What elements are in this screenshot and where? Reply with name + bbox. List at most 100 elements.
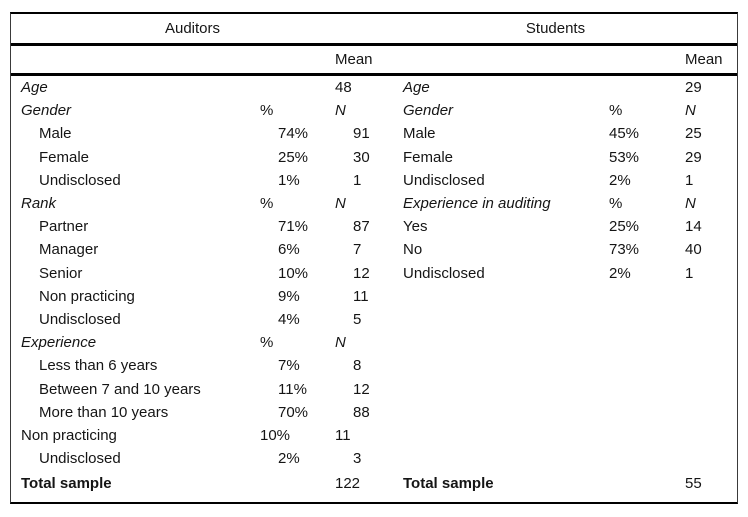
pct-cell: % [260,102,274,120]
row-label: Undisclosed [39,171,121,189]
row-label: Undisclosed [403,264,485,282]
pct-cell: 74% [278,125,309,143]
table-row: Gender % N [11,99,374,122]
table-row: Undisclosed 1% 1 [11,169,374,192]
table-row: Mean [374,46,737,73]
row-label: Male [39,125,72,143]
row-label: Yes [403,218,428,236]
pct-cell: 10% [260,426,291,444]
n-cell: 1 [685,171,694,189]
table-body: Age 48 Gender % N Male 74% 91 Female 25%… [11,76,737,502]
column-header-right: Mean [374,46,737,73]
n-cell: 48 [335,79,352,97]
pct-cell: 4% [278,310,300,328]
pct-cell: % [609,102,623,120]
n-cell: 91 [353,125,370,143]
row-label: Gender [21,102,72,120]
table-row: More than 10 years 70% 88 [11,401,374,424]
table-row: Undisclosed 2% 3 [11,447,374,470]
row-label: Less than 6 years [39,357,158,375]
n-cell: 8 [353,357,362,375]
pct-cell: 25% [278,148,309,166]
pct-cell: % [260,334,274,352]
row-label: Non practicing [39,287,135,305]
n-cell: 88 [353,403,370,421]
pct-cell: 2% [609,264,631,282]
n-cell: 29 [685,148,702,166]
table-row: Undisclosed 4% 5 [11,308,374,331]
n-cell: 1 [685,264,694,282]
table-row: Female 53% 29 [374,146,737,169]
row-label: Age [21,79,48,97]
row-label: Undisclosed [403,171,485,189]
table-row: Experience in auditing % N [374,192,737,215]
pct-cell: % [260,195,274,213]
pct-cell: % [609,195,623,213]
pct-cell: 53% [609,148,640,166]
column-header-left: Mean [11,46,374,73]
row-label: Male [403,125,436,143]
demographics-table: Auditors Students Mean Mean Age 48 [10,12,738,504]
pct-cell: 6% [278,241,300,259]
table-row: Non practicing 9% 11 [11,285,374,308]
table-row: Partner 71% 87 [11,215,374,238]
table-row: Undisclosed 2% 1 [374,262,737,285]
table-row: Rank % N [11,192,374,215]
row-label: Non practicing [21,426,117,444]
pct-cell: 70% [278,403,309,421]
row-label: Between 7 and 10 years [39,380,201,398]
table-row: Gender % N [374,99,737,122]
pct-cell: 11% [278,380,307,398]
n-cell: 11 [335,426,351,444]
group-header-auditors: Auditors [164,20,221,37]
row-label: Gender [403,102,454,120]
total-label: Total sample [21,475,112,493]
table-row: Yes 25% 14 [374,215,737,238]
table-row: No 73% 40 [374,238,737,261]
pct-cell: 25% [609,218,640,236]
n-cell: 7 [353,241,362,259]
table-row: Male 74% 91 [11,122,374,145]
total-value: 122 [335,475,361,493]
n-cell: N [335,334,346,352]
total-value: 55 [685,475,702,492]
group-header-students: Students [525,20,586,37]
n-cell: 1 [353,171,362,189]
table-row: Undisclosed 2% 1 [374,169,737,192]
row-label: More than 10 years [39,403,169,421]
table-row: Female 25% 30 [11,146,374,169]
students-column: Age 29 Gender % N Male 45% 25 Female 53%… [374,76,737,502]
mean-column-header: Mean [335,51,373,68]
group-header-band: Auditors Students [11,14,737,46]
row-label: Female [39,148,90,166]
n-cell: N [335,102,346,120]
row-label: Manager [39,241,99,259]
table-row: Male 45% 25 [374,122,737,145]
table-row: Age 48 [11,76,374,99]
row-label: Partner [39,218,89,236]
row-label: Senior [39,264,83,282]
n-cell: 12 [353,380,370,398]
n-cell: 40 [685,241,702,259]
total-label: Total sample [403,475,494,492]
pct-cell: 2% [609,171,631,189]
column-header-band: Mean Mean [11,46,737,76]
pct-cell: 2% [278,450,300,468]
row-label: No [403,241,423,259]
n-cell: 29 [685,79,702,97]
n-cell: 11 [353,287,369,305]
table-row: Senior 10% 12 [11,262,374,285]
table-row: Between 7 and 10 years 11% 12 [11,377,374,400]
pct-cell: 71% [278,218,309,236]
n-cell: 12 [353,264,370,282]
pct-cell: 7% [278,357,300,375]
pct-cell: 73% [609,241,640,259]
n-cell: 3 [353,450,362,468]
row-label: Rank [21,195,57,213]
table-row: Age 29 [374,76,737,99]
n-cell: 14 [685,218,702,236]
pct-cell: 9% [278,287,300,305]
row-label: Experience [21,334,97,352]
pct-cell: 1% [278,171,300,189]
